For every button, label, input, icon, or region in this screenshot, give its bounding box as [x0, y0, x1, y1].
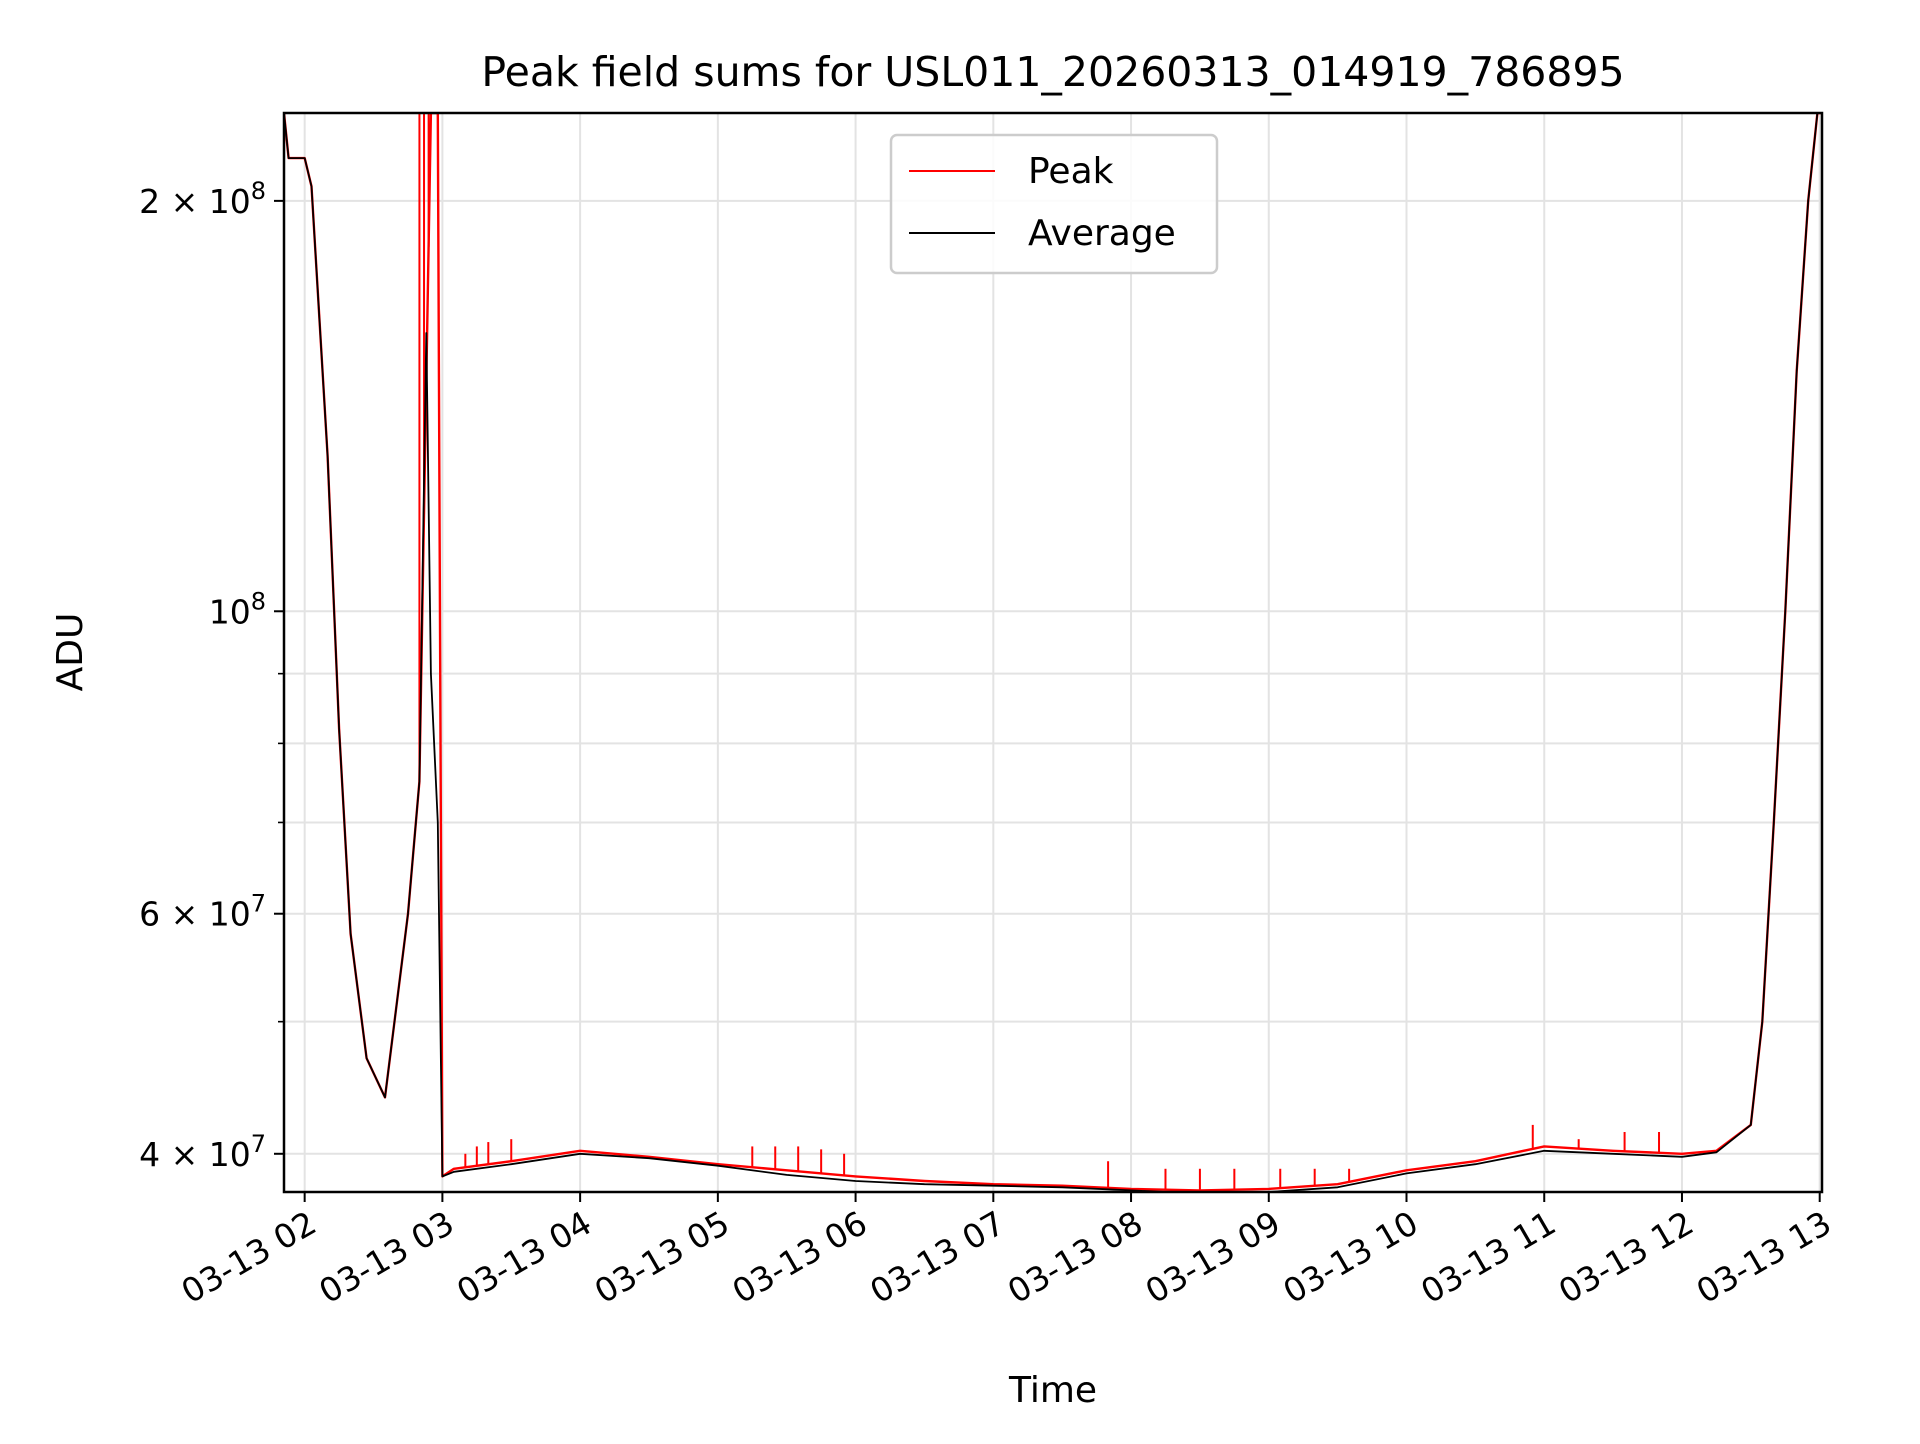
y-axis-label: ADU [50, 613, 91, 692]
plot-frame [282, 111, 1824, 1194]
legend-label-peak: Peak [1028, 151, 1114, 192]
y-tick-label: 4 × 107 [139, 1130, 266, 1174]
y-tick-label: 6 × 107 [139, 890, 266, 934]
y-tick-label: 2 × 108 [139, 177, 266, 221]
series-layer [284, 113, 1822, 1192]
chart-title: Peak field sums for USL011_20260313_0149… [481, 48, 1624, 96]
x-axis-label: Time [1008, 1370, 1097, 1411]
series-group [284, 113, 1822, 1192]
legend-box [889, 133, 1219, 275]
y-tick-label: 108 [209, 587, 266, 631]
legend-label-average: Average [1028, 213, 1176, 254]
legend: Peak Average [889, 133, 1219, 275]
grid-layer [284, 113, 1822, 1192]
series-line-average [284, 113, 1822, 1192]
